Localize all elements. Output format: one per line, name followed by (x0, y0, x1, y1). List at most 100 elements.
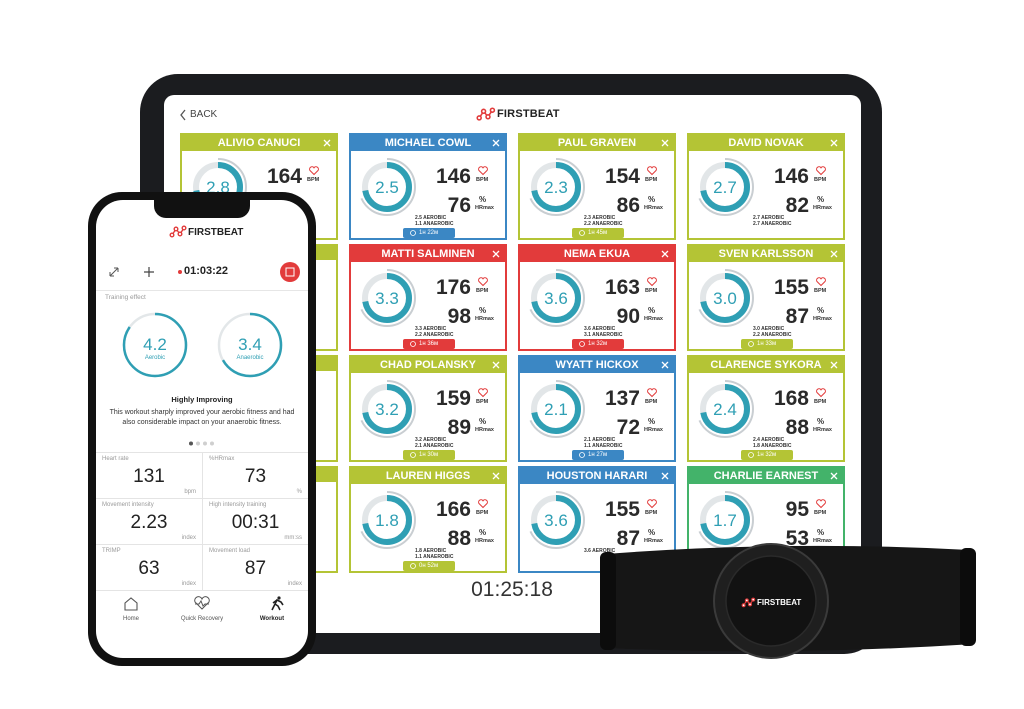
metric-unit: index (181, 535, 196, 541)
tile-header: PAUL GRAVEN (520, 135, 674, 151)
anaerobic-te: 1.1 ANAEROBIC (584, 443, 623, 449)
metric-unit: index (181, 581, 196, 587)
hrmax-label: HRmax (644, 316, 663, 322)
clock-icon (748, 452, 754, 458)
anaerobic-te: 1.8 ANAEROBIC (753, 443, 792, 449)
back-button[interactable]: BACK (180, 108, 240, 122)
aerobic-te: 3.3 AEROBIC (415, 326, 447, 332)
close-icon (492, 139, 500, 147)
clock (579, 452, 585, 458)
close-x (492, 361, 500, 369)
heart-rate: 146 (773, 165, 809, 188)
heart-icon (478, 499, 488, 509)
close-x (492, 139, 500, 147)
gauge-arc (362, 384, 412, 434)
athlete-tile[interactable]: DAVID NOVAK 2.7 146 BPM 82% HRmax 2.7 AEROBIC 2… (687, 133, 845, 240)
athlete-tile[interactable]: LAUREN HIGGS 1.8 166 BPM 88% HRmax 1.8 AEROBIC… (349, 466, 507, 573)
te-gauge (358, 269, 416, 327)
gauge-arc (700, 384, 750, 434)
percent-label: % (817, 417, 825, 426)
anaerobic-gauge (217, 312, 283, 378)
close-icon (492, 472, 500, 480)
athlete-tile[interactable]: CLARENCE SYKORA 2.4 168 BPM 88% HRmax 2.4 AERO… (687, 355, 845, 462)
logo-dot (489, 107, 496, 113)
time-pill: 1н 32м (572, 339, 624, 349)
clock-icon (410, 230, 416, 236)
recovery-icon (194, 596, 210, 610)
hrmax-value: 90 (616, 305, 640, 328)
metric-cell: Movement intensity 2.23 index (96, 498, 202, 544)
phone-brand: FIRSTBEAT (188, 227, 244, 238)
metric-label: Movement load (209, 548, 251, 554)
athlete-tile[interactable]: PAUL GRAVEN 2.3 154 BPM 86% HRmax 2.3 AEROBIC 2… (518, 133, 676, 240)
aerobic-te: 2.7 AEROBIC (753, 215, 785, 221)
nav-label[interactable]: Home (122, 616, 139, 622)
percent-label: % (648, 306, 656, 315)
metric-cell: High intensity training 00:31 mm:ss (202, 498, 308, 544)
percent-label: % (479, 528, 487, 537)
gauge-arc (531, 162, 581, 212)
athlete-name: SVEN KARLSSON (718, 248, 814, 260)
clock-icon (579, 230, 585, 236)
elapsed-time: 1н 36м (419, 340, 439, 347)
close-icon (661, 472, 669, 480)
bpm-label: BPM (476, 399, 489, 405)
athlete-tile[interactable]: CHAD POLANSKY 3.2 159 BPM 89% HRmax 3.2 AEROBI… (349, 355, 507, 462)
clock-icon (748, 341, 754, 347)
te-gauge (696, 269, 754, 327)
te-value: 2.1 (544, 400, 568, 419)
clock (748, 341, 754, 347)
logo-mark (169, 225, 187, 238)
heart (478, 499, 488, 509)
metric-value: 63 (138, 558, 160, 579)
heart-icon (816, 166, 826, 176)
aerobic-te: 3.2 AEROBIC (415, 437, 447, 443)
logo-dot (476, 115, 482, 121)
heart-rate: 155 (773, 276, 809, 299)
logo-dot (177, 231, 183, 237)
te-gauge (358, 491, 416, 549)
anaerobic-value: 3.4 (238, 335, 262, 354)
hrmax-label: HRmax (475, 427, 494, 433)
heart-rate: 176 (435, 276, 471, 299)
phone-notch (154, 200, 250, 218)
close-icon (830, 250, 838, 258)
athlete-name: CLARENCE SYKORA (710, 359, 822, 371)
workout-icon (271, 598, 284, 611)
gauge-outer (527, 269, 585, 327)
tile-header: DAVID NOVAK (689, 135, 843, 151)
close-x (661, 472, 669, 480)
toolbar-icons (109, 262, 300, 282)
hrmax-value: 86 (616, 194, 640, 217)
logo-line (743, 599, 754, 606)
athlete-tile[interactable]: NEMA EKUA 3.6 163 BPM 90% HRmax 3.6 AEROBIC 3.1… (518, 244, 676, 351)
te-value: 3.3 (375, 289, 399, 308)
heart-icon (478, 388, 488, 398)
athlete-tile[interactable]: WYATT HICKOX 2.1 137 BPM 72% HRmax 2.1 AEROBIC… (518, 355, 676, 462)
athlete-tile[interactable]: SVEN KARLSSON 3.0 155 BPM 87% HRmax 3.0 AEROBI… (687, 244, 845, 351)
hrmax-value: 76 (447, 194, 471, 217)
te-gauge (358, 380, 416, 438)
nav-label[interactable]: Quick Recovery (180, 616, 224, 622)
te-value: 3.6 (544, 511, 568, 530)
gauge-arc (531, 384, 581, 434)
clock (410, 341, 416, 347)
close-x (492, 472, 500, 480)
gauge-outer (358, 380, 416, 438)
athlete-tile[interactable]: MICHAEL COWL 2.5 146 BPM 76% HRmax 2.5 AEROBIC… (349, 133, 507, 240)
metric-cell: TRIMP 63 index (96, 544, 202, 590)
te-value: 3.6 (544, 289, 568, 308)
aerobic-te: 2.5 AEROBIC (415, 215, 447, 221)
hrmax-label: HRmax (813, 205, 832, 211)
gauge-arc (362, 162, 412, 212)
logo-dot (181, 225, 187, 231)
athlete-tile[interactable]: MATTI SALMINEN 3.3 176 BPM 98% HRmax 3.3 AEROB… (349, 244, 507, 351)
tile-header: HOUSTON HARARI (520, 468, 674, 484)
gauge-arc (362, 273, 412, 323)
expand-icon (109, 267, 119, 277)
logo-dot (751, 597, 756, 602)
anaerobic-te: 1.1 ANAEROBIC (415, 554, 454, 560)
training-effect-label: Training effect (105, 294, 146, 301)
athlete-name: MATTI SALMINEN (381, 248, 475, 260)
nav-label[interactable]: Workout (259, 616, 285, 622)
